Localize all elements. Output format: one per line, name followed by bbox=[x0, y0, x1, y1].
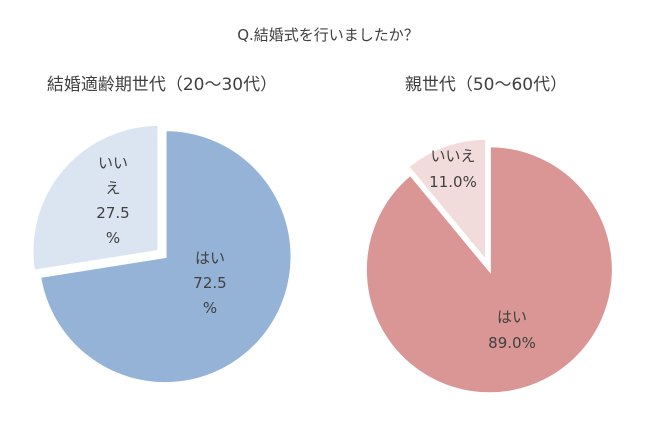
young-data-label-1: え bbox=[105, 179, 120, 197]
young-data-label-0: % bbox=[203, 299, 217, 317]
young-data-label-1: % bbox=[106, 229, 120, 247]
young-data-label-0: はい bbox=[195, 249, 225, 267]
parent-data-label-0: 89.0% bbox=[488, 334, 536, 352]
parent-slice-no bbox=[405, 136, 489, 267]
pie-parent-generation: 親世代（50～60代） はい 89.0% いいえ 11.0% bbox=[363, 75, 615, 396]
young-data-label-0: 72.5 bbox=[193, 274, 226, 292]
parent-data-label-0: はい bbox=[497, 308, 527, 326]
parent-data-label-1: 11.0% bbox=[429, 173, 477, 191]
young-data-label-1: いい bbox=[98, 154, 128, 172]
pie-title-parent: 親世代（50～60代） bbox=[405, 75, 567, 95]
chart-title: Q.結婚式を行いましたか？ bbox=[237, 26, 419, 44]
parent-slice-yes bbox=[363, 144, 615, 396]
young-slice-yes bbox=[37, 128, 294, 386]
pie-title-young: 結婚適齢期世代（20～30代） bbox=[47, 75, 277, 95]
parent-data-label-1: いいえ bbox=[430, 147, 475, 165]
young-data-label-1: 27.5 bbox=[96, 204, 129, 222]
young-slice-no bbox=[30, 122, 161, 273]
pie-young-generation: 結婚適齢期世代（20～30代） はい 72.5% いいえ 27.5% bbox=[30, 75, 294, 386]
